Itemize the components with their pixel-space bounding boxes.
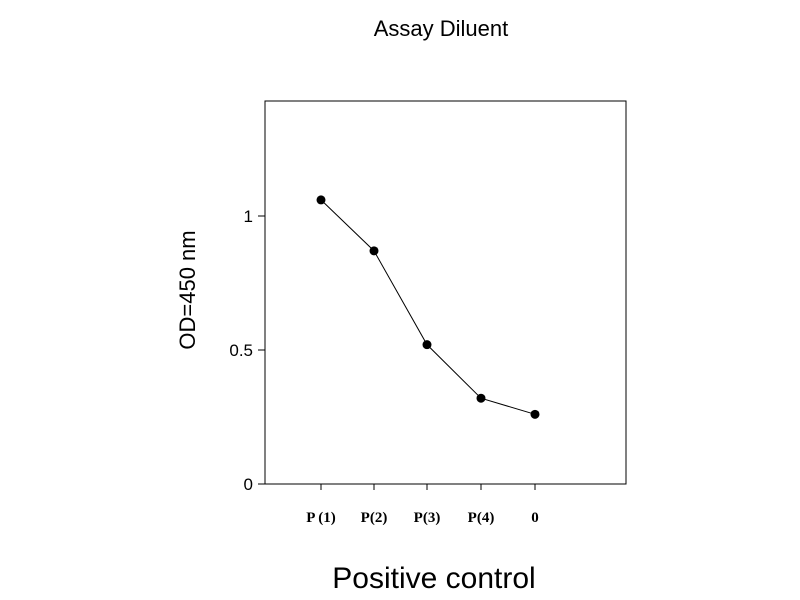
data-point bbox=[530, 409, 540, 419]
series-line bbox=[320, 199, 536, 415]
data-point bbox=[422, 340, 432, 350]
x-axis-ticks: P (1) P(2) P(3) P(4) 0 bbox=[306, 484, 539, 526]
x-tick-label: 0 bbox=[531, 510, 539, 526]
plot-frame bbox=[264, 100, 627, 485]
y-axis-label: OD=450 nm bbox=[175, 230, 200, 349]
y-axis-ticks: 00.51 bbox=[229, 207, 265, 494]
x-tick-label: P(4) bbox=[468, 510, 495, 526]
x-axis-label: Positive control bbox=[332, 562, 535, 595]
data-point bbox=[369, 246, 379, 256]
data-point bbox=[316, 195, 326, 205]
series-layer bbox=[316, 195, 540, 419]
chart-title: Assay Diluent bbox=[374, 16, 509, 41]
x-tick-label: P(2) bbox=[361, 510, 388, 526]
y-tick-label: 1 bbox=[244, 207, 253, 226]
y-tick-label: 0.5 bbox=[229, 341, 253, 360]
y-tick-label: 0 bbox=[244, 475, 253, 494]
x-tick-label: P (1) bbox=[306, 510, 336, 526]
data-point bbox=[476, 393, 486, 403]
x-tick-label: P(3) bbox=[414, 510, 441, 526]
